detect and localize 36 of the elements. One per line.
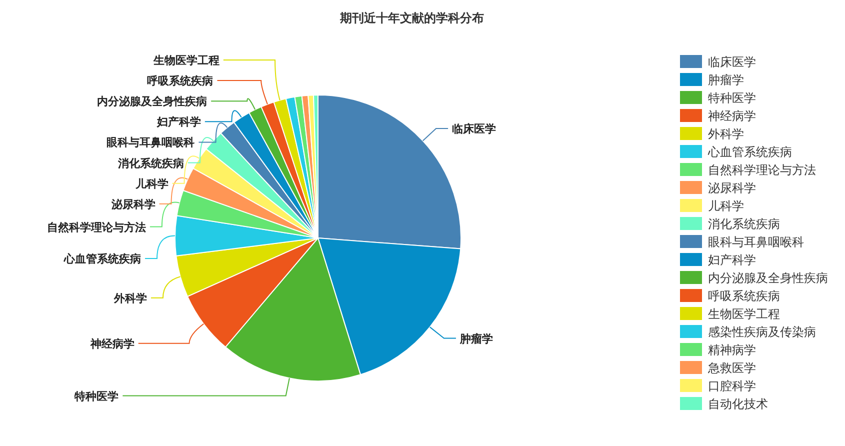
legend-label: 肿瘤学 [708, 73, 744, 87]
slice-label: 眼科与耳鼻咽喉科 [106, 136, 195, 150]
legend-label: 内分泌腺及全身性疾病 [708, 271, 828, 285]
legend-label: 外科学 [708, 127, 744, 141]
slice-label: 神经病学 [89, 337, 134, 350]
legend-label: 感染性疾病及传染病 [708, 325, 816, 339]
legend-label: 生物医学工程 [708, 307, 780, 321]
slice-label: 肿瘤学 [458, 332, 493, 346]
slice-label: 泌尿科学 [110, 198, 156, 211]
slice-label: 心血管系统疾病 [63, 252, 142, 266]
slice-label: 自然科学理论与方法 [46, 220, 146, 234]
legend-label: 妇产科学 [708, 253, 756, 267]
legend-label: 呼吸系统疾病 [708, 289, 780, 303]
legend-label: 口腔科学 [708, 379, 756, 393]
legend-label: 心血管系统疾病 [707, 145, 792, 159]
slice-label: 呼吸系统疾病 [147, 74, 214, 88]
slice-label: 妇产科学 [156, 116, 201, 129]
legend-label: 消化系统疾病 [708, 217, 780, 231]
slice-label: 生物医学工程 [152, 54, 220, 67]
legend-label: 精神病学 [708, 343, 756, 357]
legend-label: 特种医学 [708, 91, 756, 105]
slice-label: 内分泌腺及全身性疾病 [97, 95, 208, 108]
slice-label: 临床医学 [452, 122, 496, 136]
legend-label: 自然科学理论与方法 [708, 163, 816, 177]
legend-label: 临床医学 [708, 55, 756, 69]
legend-label: 眼科与耳鼻咽喉科 [708, 235, 804, 249]
slice-label: 外科学 [112, 292, 147, 305]
slice-label: 特种医学 [74, 390, 119, 403]
legend-label: 儿科学 [708, 199, 744, 213]
legend-label: 泌尿科学 [708, 181, 756, 195]
slice-label: 消化系统疾病 [116, 156, 184, 170]
chart-title: 期刊近十年文献的学科分布 [339, 11, 484, 25]
legend-label: 自动化技术 [708, 397, 768, 411]
legend-label: 急救医学 [707, 361, 756, 375]
slice-label: 儿科学 [134, 177, 168, 190]
legend-label: 神经病学 [708, 109, 756, 123]
